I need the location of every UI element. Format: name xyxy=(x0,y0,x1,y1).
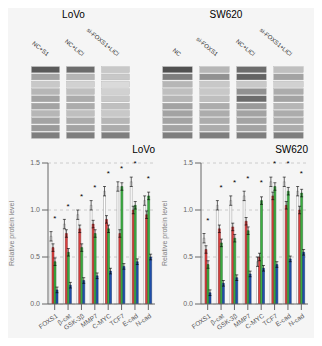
svg-text:1.5: 1.5 xyxy=(30,159,40,166)
svg-text:*: * xyxy=(107,169,110,178)
svg-text:*: * xyxy=(67,202,70,211)
svg-text:MMP7: MMP7 xyxy=(232,312,252,329)
svg-text:*: * xyxy=(120,164,123,173)
svg-text:NC+LiCl: NC+LiCl xyxy=(235,38,256,57)
svg-text:FOXS1: FOXS1 xyxy=(190,312,212,330)
svg-text:β-cat: β-cat xyxy=(209,312,226,327)
svg-text:si-FOXS1+LiCl: si-FOXS1+LiCl xyxy=(86,27,120,57)
html-text:SW620: SW620 xyxy=(275,144,308,155)
svg-text:*: * xyxy=(220,183,223,192)
svg-text:Relative protein level: Relative protein level xyxy=(8,201,16,266)
svg-text:*: * xyxy=(233,178,236,187)
svg-text:0.0: 0.0 xyxy=(30,300,40,307)
svg-text:*: * xyxy=(147,174,150,183)
svg-text:*: * xyxy=(273,159,276,168)
svg-text:*: * xyxy=(206,216,209,225)
svg-text:TCF7: TCF7 xyxy=(261,312,279,328)
svg-text:N-cad: N-cad xyxy=(134,312,153,328)
svg-text:NC+LiCl: NC+LiCl xyxy=(64,38,85,57)
svg-text:si-FOXS1: si-FOXS1 xyxy=(195,36,219,58)
svg-text:0.0: 0.0 xyxy=(183,300,193,307)
svg-text:C-MYC: C-MYC xyxy=(243,312,266,330)
svg-text:TCF7: TCF7 xyxy=(108,312,126,328)
svg-text:C-MYC: C-MYC xyxy=(90,312,113,330)
svg-text:GSK-3β: GSK-3β xyxy=(62,312,86,332)
html-text:LoVo: LoVo xyxy=(132,144,155,155)
svg-text:*: * xyxy=(246,174,249,183)
html-text:LoVo: LoVo xyxy=(62,9,85,20)
svg-text:*: * xyxy=(133,159,136,168)
svg-text:0.5: 0.5 xyxy=(183,253,193,260)
svg-text:*: * xyxy=(286,159,289,168)
svg-text:1.0: 1.0 xyxy=(183,206,193,213)
svg-text:*: * xyxy=(53,214,56,223)
svg-text:si-FOXS1+LiCl: si-FOXS1+LiCl xyxy=(259,27,293,57)
svg-text:*: * xyxy=(80,192,83,201)
svg-text:1.0: 1.0 xyxy=(30,206,40,213)
svg-text:NC: NC xyxy=(171,47,182,58)
svg-text:*: * xyxy=(300,169,303,178)
svg-text:*: * xyxy=(260,178,263,187)
svg-text:N-cad: N-cad xyxy=(287,312,306,328)
svg-text:NC+S1: NC+S1 xyxy=(31,40,50,58)
html-text:SW620: SW620 xyxy=(209,9,243,20)
svg-text:0.5: 0.5 xyxy=(30,253,40,260)
svg-text:E-cad: E-cad xyxy=(274,312,292,328)
svg-text:FOXS1: FOXS1 xyxy=(37,312,59,330)
svg-text:GSK-3β: GSK-3β xyxy=(215,312,239,332)
svg-text:1.5: 1.5 xyxy=(183,159,193,166)
svg-text:E-cad: E-cad xyxy=(121,312,139,328)
svg-text:β-cat: β-cat xyxy=(56,312,73,327)
svg-text:*: * xyxy=(93,183,96,192)
svg-text:MMP7: MMP7 xyxy=(79,312,99,329)
svg-text:Relative protein level: Relative protein level xyxy=(161,201,169,266)
